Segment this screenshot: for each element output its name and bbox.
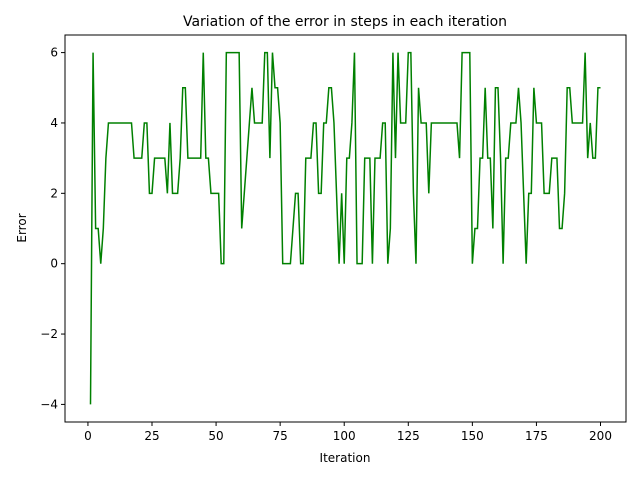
plot-frame — [64, 34, 627, 423]
x-tick-label: 75 — [273, 429, 288, 443]
y-tick-label: −4 — [40, 397, 58, 411]
x-tick-label: 125 — [397, 429, 420, 443]
line — [89, 51, 601, 405]
x-tick-label: 200 — [589, 429, 612, 443]
x-tick-label: 175 — [525, 429, 548, 443]
x-tick-label: 100 — [333, 429, 356, 443]
x-tick-label: 25 — [144, 429, 159, 443]
y-axis-label: Error — [15, 213, 29, 242]
x-tick-label: 50 — [208, 429, 223, 443]
y-tick-label: 0 — [50, 257, 58, 271]
y-tick-label: 4 — [50, 116, 58, 130]
x-axis-label: Iteration — [320, 451, 371, 465]
y-tick-label: 6 — [50, 46, 58, 60]
chart-title: Variation of the error in steps in each … — [183, 14, 507, 30]
x-tick-label: 0 — [84, 429, 92, 443]
x-tick-label: 150 — [461, 429, 484, 443]
y-tick-label: 2 — [50, 186, 58, 200]
y-tick-label: −2 — [40, 327, 58, 341]
